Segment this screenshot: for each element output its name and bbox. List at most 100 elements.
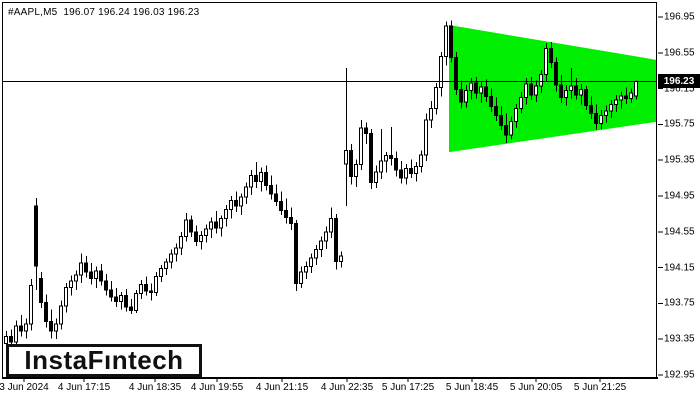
candle-body <box>364 127 368 134</box>
candle-body <box>339 255 343 262</box>
candle-body <box>599 114 603 125</box>
candle-body <box>484 86 488 98</box>
time-axis-label: 4 Jun 19:55 <box>190 382 244 393</box>
candle-body <box>589 105 593 115</box>
candle-body <box>119 294 123 303</box>
price-axis-label: 194.55 <box>664 226 695 238</box>
candle-body <box>99 270 103 282</box>
candle-body <box>434 87 438 109</box>
candle-body <box>574 85 578 96</box>
candle-body <box>39 277 43 304</box>
candle-body <box>494 106 498 116</box>
candle-body <box>54 323 58 332</box>
candle-body <box>614 99 618 106</box>
candle-body <box>504 124 508 136</box>
candle-body <box>169 253 173 263</box>
candle-body <box>79 262 83 276</box>
candle-body <box>214 221 218 229</box>
candle-body <box>89 271 93 279</box>
candle-body <box>399 169 403 179</box>
instafintech-logo-text: InstaFıntech <box>24 344 184 375</box>
candle-body <box>94 270 98 279</box>
candle-body <box>634 80 638 97</box>
candle-body <box>604 110 608 116</box>
candle-body <box>259 172 263 183</box>
candle-body <box>509 121 513 136</box>
candle-body <box>154 276 158 294</box>
candle-body <box>134 293 138 312</box>
candle-body <box>204 228 208 236</box>
candle-body <box>404 167 408 179</box>
time-axis-label: 5 Jun 18:45 <box>445 382 499 393</box>
candle-body <box>479 86 483 94</box>
candle-body <box>194 231 198 243</box>
candle-body <box>159 267 163 278</box>
candle-body <box>124 294 128 308</box>
candle-body <box>74 274 78 282</box>
candle-body <box>299 271 303 285</box>
candle-body <box>529 83 533 96</box>
candle-body <box>534 85 538 96</box>
candle-body <box>569 85 573 91</box>
candle-body <box>49 320 53 332</box>
candle-body <box>429 107 433 121</box>
candle-body <box>489 96 493 107</box>
candle-body <box>4 336 8 345</box>
current-price-badge: 196.23 <box>658 74 700 88</box>
candle-body <box>624 95 628 99</box>
time-axis-label: 4 Jun 22:35 <box>320 382 374 393</box>
candle-body <box>544 47 548 75</box>
candle-body <box>334 217 338 262</box>
candle-body <box>109 289 113 298</box>
candle-body <box>519 97 523 109</box>
candle-body <box>179 235 183 249</box>
time-axis-label: 5 Jun 20:05 <box>509 382 563 393</box>
candle-body <box>284 209 288 218</box>
price-axis-label: 192.95 <box>664 369 695 381</box>
candle-body <box>234 199 238 207</box>
candle-body <box>369 132 373 184</box>
candle-body <box>579 88 583 96</box>
candle-body <box>384 155 388 162</box>
price-axis-label: 194.95 <box>664 190 695 202</box>
candle-body <box>439 55 443 89</box>
candle-body <box>139 284 143 295</box>
time-axis-label: 5 Jun 17:25 <box>381 382 435 393</box>
candle-body <box>309 257 313 268</box>
time-axis-label: 4 Jun 18:35 <box>128 382 182 393</box>
candle-body <box>24 323 28 332</box>
candle-body <box>224 208 228 219</box>
candle-body <box>269 184 273 195</box>
candle-body <box>329 217 333 233</box>
candle-body <box>294 223 298 285</box>
candle-body <box>549 47 553 64</box>
candle-body <box>374 171 378 184</box>
candle-body <box>174 247 178 255</box>
instafintech-logo: InstaFıntech <box>6 344 202 377</box>
candle-body <box>354 164 358 177</box>
candle-body <box>9 336 13 343</box>
candle-body <box>419 154 423 167</box>
candle-body <box>164 261 168 269</box>
candle-body <box>184 219 188 237</box>
time-axis-label: 4 Jun 17:15 <box>57 382 111 393</box>
candle-body <box>314 249 318 259</box>
candle-body <box>564 89 568 99</box>
candle-body <box>394 157 398 171</box>
candle-body <box>149 290 153 294</box>
candle-body <box>559 84 563 99</box>
candle-body <box>324 231 328 242</box>
candle-body <box>14 325 18 343</box>
candle-body <box>34 205 38 267</box>
candle-body <box>69 280 73 288</box>
candle-body <box>344 149 348 165</box>
candle-body <box>279 200 283 211</box>
candle-body <box>244 186 248 198</box>
candle-body <box>304 266 308 273</box>
candle-body <box>229 199 233 210</box>
candle-body <box>514 107 518 123</box>
candle-body <box>474 82 478 94</box>
candle-body <box>274 193 278 202</box>
